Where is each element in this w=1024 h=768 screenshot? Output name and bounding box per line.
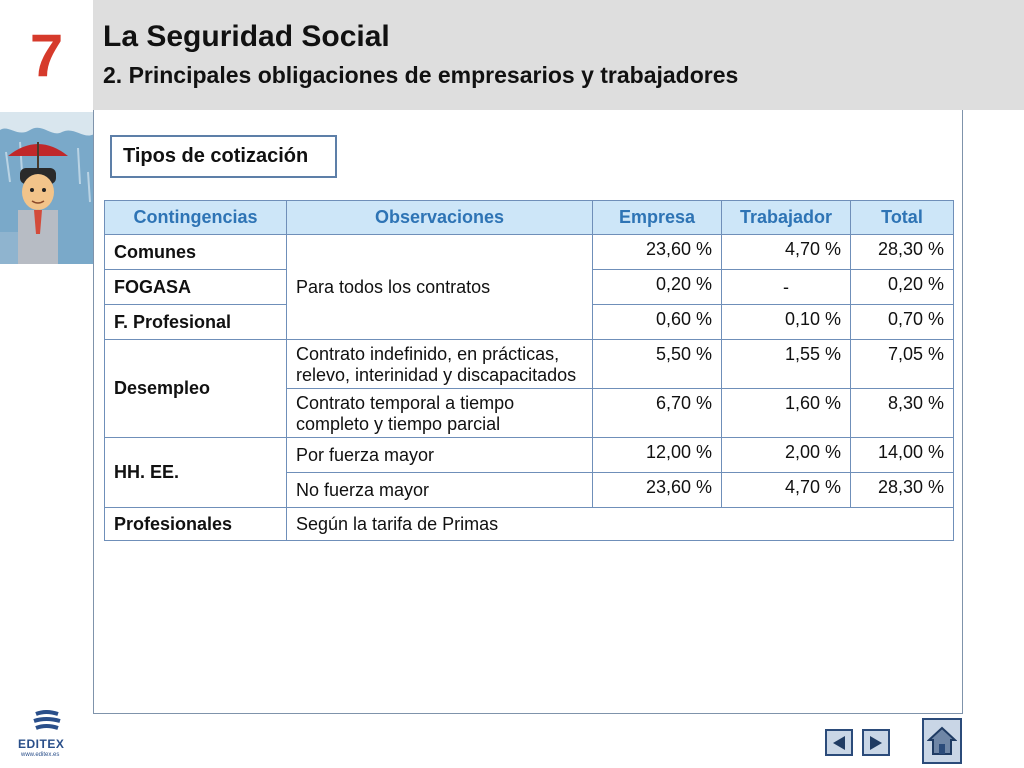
editex-logo-icon xyxy=(33,710,61,730)
observacion-cell: Contrato indefinido, en prácticas, relev… xyxy=(286,339,593,389)
observacion-cell: Por fuerza mayor xyxy=(286,437,593,473)
empresa-cell: 23,60 % xyxy=(592,234,722,270)
page-subtitle: 2. Principales obligaciones de empresari… xyxy=(103,62,739,88)
section-label-text: Tipos de cotización xyxy=(123,145,309,167)
column-header: Total xyxy=(850,200,954,235)
total-cell: 0,20 % xyxy=(850,269,954,305)
table-row: FOGASA 0,20 % - 0,20 % xyxy=(104,269,954,305)
unit-number: 7 xyxy=(29,21,64,89)
total-cell: 7,05 % xyxy=(850,339,954,389)
column-header: Contingencias xyxy=(104,200,287,235)
column-header: Empresa xyxy=(592,200,722,235)
editex-logo xyxy=(18,710,78,762)
table-row: Desempleo Contrato indefinido, en prácti… xyxy=(104,339,954,438)
column-header: Observaciones xyxy=(286,200,593,235)
observacion-cell: Contrato temporal a tiempo completo y ti… xyxy=(286,388,593,438)
empresa-cell: 0,60 % xyxy=(592,304,722,340)
trabajador-cell: 1,55 % xyxy=(721,339,851,389)
table-row: Comunes Para todos los contratos 23,60 %… xyxy=(104,234,954,340)
previous-button[interactable] xyxy=(825,729,853,756)
contingencia-cell: FOGASA xyxy=(104,269,287,305)
trabajador-cell: 2,00 % xyxy=(721,437,851,473)
contingencia-cell: Desempleo xyxy=(104,339,287,438)
triangle-left-icon xyxy=(833,735,845,750)
section-label: Tipos de cotización xyxy=(110,135,337,178)
contingencia-cell: Comunes xyxy=(104,234,287,270)
total-cell: 28,30 % xyxy=(850,472,954,508)
trabajador-cell: - xyxy=(721,269,851,305)
cotizacion-table: Contingencias Observaciones Empresa Trab… xyxy=(104,200,954,541)
table-row: Profesionales Según la tarifa de Primas xyxy=(104,507,954,541)
trabajador-cell: 4,70 % xyxy=(721,234,851,270)
next-button[interactable] xyxy=(862,729,890,756)
total-cell: 8,30 % xyxy=(850,388,954,438)
table-row: HH. EE. Por fuerza mayor 12,00 % 2,00 % … xyxy=(104,437,954,508)
trabajador-cell: 0,10 % xyxy=(721,304,851,340)
observacion-cell: Para todos los contratos xyxy=(286,234,593,340)
unit-number-box: 7 xyxy=(0,0,93,110)
contingencia-cell: F. Profesional xyxy=(104,304,287,340)
contingencia-cell: Profesionales xyxy=(104,507,287,541)
brand-url: www.editex.es xyxy=(21,752,60,758)
total-cell: 28,30 % xyxy=(850,234,954,270)
brand-name: EDITEX xyxy=(18,737,65,751)
house-icon xyxy=(927,726,957,755)
total-cell: 0,70 % xyxy=(850,304,954,340)
contingencia-cell: HH. EE. xyxy=(104,437,287,508)
column-header: Trabajador xyxy=(721,200,851,235)
table-row: Contrato temporal a tiempo completo y ti… xyxy=(105,388,954,438)
trabajador-cell: 1,60 % xyxy=(721,388,851,438)
table-header-row: Contingencias Observaciones Empresa Trab… xyxy=(104,200,954,235)
empresa-cell: 12,00 % xyxy=(592,437,722,473)
observacion-cell: Según la tarifa de Primas xyxy=(286,507,954,541)
observacion-cell: No fuerza mayor xyxy=(286,472,593,508)
total-cell: 14,00 % xyxy=(850,437,954,473)
empresa-cell: 5,50 % xyxy=(592,339,722,389)
triangle-right-icon xyxy=(870,735,882,750)
empresa-cell: 0,20 % xyxy=(592,269,722,305)
slide-header: La Seguridad Social 2. Principales oblig… xyxy=(93,0,1024,110)
empresa-cell: 23,60 % xyxy=(592,472,722,508)
empresa-cell: 6,70 % xyxy=(592,388,722,438)
page-title: La Seguridad Social xyxy=(103,20,390,53)
home-button[interactable] xyxy=(922,718,962,764)
umbrella-man-illustration xyxy=(0,112,94,264)
trabajador-cell: 4,70 % xyxy=(721,472,851,508)
